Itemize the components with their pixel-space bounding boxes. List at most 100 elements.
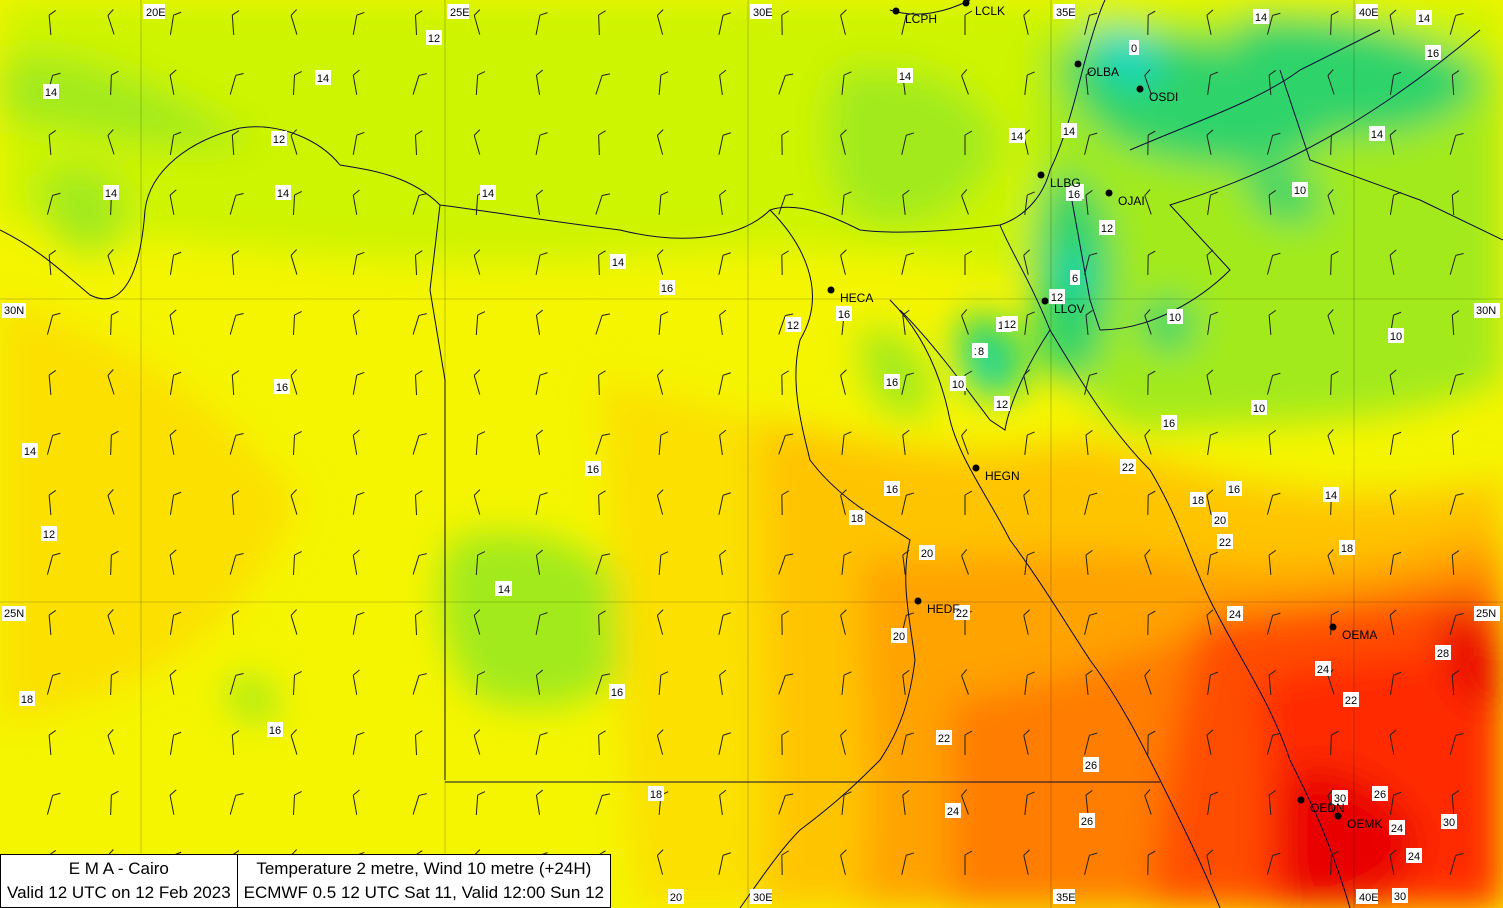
wind-barb xyxy=(1449,12,1464,35)
svg-text:25N: 25N xyxy=(1476,608,1496,620)
station-marker[interactable]: LLBG xyxy=(1037,171,1081,191)
temperature-label: 14 xyxy=(103,185,119,200)
temperature-value: 6 xyxy=(1072,273,1078,285)
wind-barb xyxy=(656,729,664,755)
wind-barb xyxy=(595,313,611,335)
wind-barb xyxy=(292,550,302,576)
temperature-value: 16 xyxy=(1427,48,1439,60)
wind-barb xyxy=(719,789,727,815)
station-marker[interactable]: OSDI xyxy=(1136,85,1179,105)
product-title: Temperature 2 metre, Wind 10 metre (+24H… xyxy=(256,859,592,878)
wind-barb xyxy=(1268,70,1277,96)
temperature-label: 12 xyxy=(994,396,1010,411)
wind-barb xyxy=(841,791,852,815)
temperature-label: 20 xyxy=(891,628,907,643)
wind-barb xyxy=(352,131,365,155)
station-marker[interactable]: OEDN xyxy=(1297,796,1345,816)
wind-barb xyxy=(1144,429,1152,455)
wind-barb xyxy=(1268,190,1277,216)
temperature-value: 30 xyxy=(1394,891,1406,903)
wind-barb xyxy=(1330,370,1339,396)
wind-barb xyxy=(656,609,664,635)
temperature-value: 18 xyxy=(851,513,863,525)
station-marker[interactable]: LCLK xyxy=(962,0,1006,18)
temperature-zone xyxy=(1248,168,1321,222)
wind-barb xyxy=(290,129,298,155)
wind-barb xyxy=(1268,790,1277,816)
wind-barb xyxy=(414,490,423,516)
station-label: HEGN xyxy=(985,469,1020,483)
wind-barb xyxy=(535,789,544,815)
station-marker[interactable]: OJAI xyxy=(1105,189,1145,209)
temperature-value: 24 xyxy=(1229,609,1241,621)
wind-barb xyxy=(412,313,427,335)
station-dot xyxy=(1041,297,1049,305)
wind-barb xyxy=(901,252,915,275)
station-label: HECA xyxy=(840,291,873,305)
temperature-zone xyxy=(440,532,640,708)
wind-barb xyxy=(231,610,240,636)
map-source-cell: E M A - Cairo Valid 12 UTC on 12 Feb 202… xyxy=(1,855,237,907)
temperature-zone xyxy=(973,348,999,391)
border-line xyxy=(1049,329,1351,908)
wind-barb xyxy=(169,429,177,455)
temperature-label: 24 xyxy=(1389,820,1405,835)
station-marker[interactable]: HECA xyxy=(827,286,874,306)
wind-barb xyxy=(535,732,548,755)
temperature-value: 14 xyxy=(317,73,329,85)
wind-barb xyxy=(840,369,847,395)
station-dot xyxy=(962,0,970,7)
station-marker[interactable]: HEDF xyxy=(914,597,960,617)
wind-barb xyxy=(352,429,360,455)
wind-barb xyxy=(901,132,915,155)
wind-barb xyxy=(1024,311,1035,335)
wind-barb xyxy=(1389,71,1402,95)
wind-barb xyxy=(840,129,847,155)
temperature-label: 12 xyxy=(41,526,57,541)
temperature-label: 26 xyxy=(1083,757,1099,772)
border-line xyxy=(429,204,446,780)
station-marker[interactable]: HEGN xyxy=(972,464,1020,484)
temperature-zone xyxy=(1440,608,1503,706)
temperature-label: 16 xyxy=(659,280,675,295)
temperature-label: 14 xyxy=(1009,128,1025,143)
wind-barb xyxy=(475,71,486,96)
temperature-label: 16 xyxy=(836,306,852,321)
temperature-label: 22 xyxy=(1343,692,1359,707)
wind-barb xyxy=(595,793,611,815)
temperature-value: 10 xyxy=(1294,185,1306,197)
latitude-label: 25N xyxy=(2,606,26,621)
wind-barb xyxy=(352,11,365,35)
wind-barb xyxy=(231,130,240,156)
temperature-label: 24 xyxy=(1227,606,1243,621)
wind-barb xyxy=(229,312,244,335)
wind-barb xyxy=(778,673,794,695)
wind-barb xyxy=(1449,372,1464,395)
temperature-value: 16 xyxy=(269,725,281,737)
wind-barb xyxy=(352,69,360,95)
temperature-zone xyxy=(860,328,932,418)
temperature-label: 16 xyxy=(884,481,900,496)
temperature-label: 12 xyxy=(271,131,287,146)
wind-barb xyxy=(598,250,606,276)
wind-barb xyxy=(1024,71,1035,95)
temperature-label: 16 xyxy=(1425,45,1441,60)
station-marker[interactable]: OLBA xyxy=(1074,60,1120,80)
temperature-label: 14 xyxy=(315,70,331,85)
temperature-label: 30 xyxy=(1392,888,1408,903)
station-marker[interactable]: OEMK xyxy=(1334,812,1383,832)
wind-barb xyxy=(1266,252,1281,275)
wind-barb xyxy=(718,492,731,515)
wind-barb xyxy=(1144,189,1152,215)
station-marker[interactable]: OEMA xyxy=(1329,623,1378,643)
wind-barb xyxy=(902,189,910,215)
wind-barb xyxy=(902,789,910,815)
wind-barb xyxy=(1147,610,1156,636)
wind-barb xyxy=(902,549,910,575)
station-marker[interactable]: LCPH xyxy=(892,7,938,27)
wind-barb xyxy=(292,790,302,816)
wind-barb xyxy=(414,250,423,276)
station-marker[interactable]: LLOV xyxy=(1041,297,1085,317)
wind-barb xyxy=(658,191,669,216)
temperature-value: 16 xyxy=(1163,418,1175,430)
